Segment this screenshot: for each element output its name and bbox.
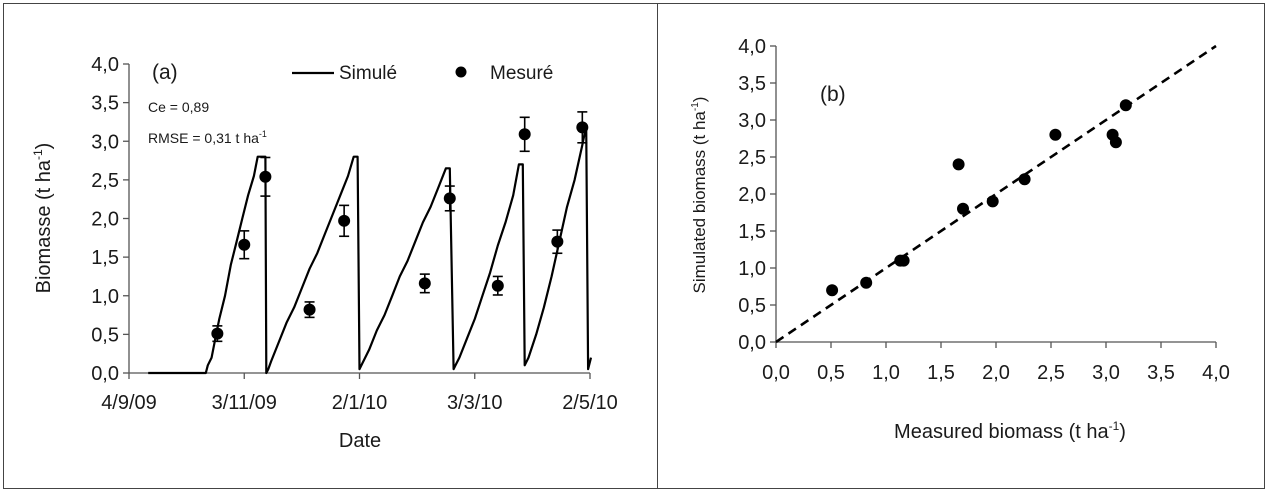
panel-b-x-tick-labels: 0,0 0,5 1,0 1,5 2,0 2,5 3,0 3,5 4,0 [762, 362, 1230, 384]
panel-b-x-axis-label-close: ) [1119, 421, 1126, 443]
panel-a-x-tick-label: 3/11/09 [212, 392, 277, 414]
scatter-point [1119, 99, 1132, 112]
panel-b-x-tick-label: 1,0 [872, 362, 900, 384]
panel-a-y-axis-label-text: Biomasse (t ha [33, 159, 55, 293]
scatter-point [897, 254, 910, 267]
panel-b-x-tick-label: 1,5 [927, 362, 955, 384]
legend-measured-marker [455, 66, 467, 78]
measured-point [259, 170, 272, 183]
panel-b-x-tick-label: 3,5 [1147, 362, 1175, 384]
panel-b-y-tick-label: 1,0 [738, 258, 766, 280]
ce-stat: Ce = 0,89 [148, 99, 209, 115]
panel-a-x-tick-label: 3/3/10 [447, 392, 503, 414]
measured-point [238, 238, 251, 251]
panel-a-y-tick-label: 3,0 [91, 131, 119, 153]
panel-b-x-tick-label: 0,5 [817, 362, 845, 384]
panel-b-x-axis-label-text: Measured biomass (t ha [894, 421, 1109, 443]
panel-a-y-axis-label-close: ) [33, 143, 55, 150]
panel-b-x-tick-label: 2,0 [982, 362, 1010, 384]
panel-a-label: (a) [152, 61, 178, 84]
scatter-point [1018, 173, 1031, 186]
rmse-stat: RMSE = 0,31 t ha-1 [148, 129, 267, 146]
measured-point [303, 303, 316, 316]
panel-b-y-tick-label: 3,5 [738, 73, 766, 95]
rmse-stat-sup: -1 [259, 129, 267, 139]
panel-a-y-tick-label: 2,0 [91, 209, 119, 231]
simulated-biomass-line [148, 124, 593, 375]
legend-simulated-label: Simulé [339, 63, 397, 84]
scatter-point [860, 276, 873, 289]
panel-b-y-tick-labels: 0,0 0,5 1,0 1,5 2,0 2,5 3,0 3,5 4,0 [738, 36, 766, 354]
panel-a-x-axis-label: Date [339, 430, 381, 452]
measured-point [576, 121, 589, 134]
scatter-point [1109, 136, 1122, 149]
panel-a-y-tick-label: 1,5 [91, 247, 119, 269]
panel-b-y-axis-label-sup: -1 [690, 102, 701, 111]
panel-b-x-axis-label-sup: -1 [1109, 419, 1120, 433]
panel-b-y-tick-label: 0,0 [738, 332, 766, 354]
measured-points [211, 111, 589, 343]
panel-a-y-tick-label: 1,0 [91, 286, 119, 308]
scatter-point [957, 202, 969, 215]
panel-a-x-tick-label: 4/9/09 [101, 392, 157, 414]
panel-b-x-axis-label: Measured biomass (t ha-1) [894, 419, 1126, 443]
panel-a-x-tick-label: 2/1/10 [332, 392, 388, 414]
panel-a: 0,0 0,5 1,0 1,5 2,0 2,5 3,0 3,5 4,0 4/9/09 3/11/0… [31, 54, 618, 452]
panel-a-y-tick-label: 2,5 [91, 170, 119, 192]
panel-a-x-tick-label: 2/5/10 [562, 392, 618, 414]
panel-b-ticks [770, 45, 1217, 348]
panel-b-x-tick-label: 3,0 [1092, 362, 1120, 384]
legend-measured-label: Mesuré [490, 63, 553, 84]
panel-b-label: (b) [820, 83, 846, 106]
measured-point [491, 279, 504, 292]
panel-b: 0,0 0,5 1,0 1,5 2,0 2,5 3,0 3,5 4,0 0,0 0,5 1,0 1,5… [690, 36, 1230, 443]
panel-b-y-tick-label: 0,5 [738, 295, 766, 317]
scatter-point [952, 158, 965, 171]
panel-a-y-axis-label: Biomasse (t ha-1) [31, 143, 55, 294]
scatter-points [826, 99, 1132, 297]
measured-point [418, 277, 431, 290]
rmse-stat-text: RMSE = 0,31 t ha [148, 130, 259, 146]
measured-point [211, 327, 224, 340]
panel-a-y-axis-label-sup: -1 [31, 149, 45, 160]
panel-a-y-tick-label: 0,0 [91, 363, 119, 385]
one-to-one-reference-line [775, 44, 1217, 344]
scatter-point [1049, 128, 1062, 141]
panel-b-y-axis-label-close: ) [690, 97, 709, 103]
scatter-point [986, 195, 999, 208]
panel-divider [657, 3, 658, 489]
panel-b-x-tick-label: 0,0 [762, 362, 790, 384]
panel-a-y-tick-label: 4,0 [91, 54, 119, 76]
panel-a-y-tick-labels: 0,0 0,5 1,0 1,5 2,0 2,5 3,0 3,5 4,0 [91, 54, 119, 385]
panel-a-y-tick-label: 0,5 [91, 324, 119, 346]
measured-point [518, 128, 531, 141]
panel-b-y-tick-label: 2,0 [738, 184, 766, 206]
panel-a-ticks [123, 63, 591, 379]
figure-frame [3, 3, 1265, 489]
panel-b-y-tick-label: 1,5 [738, 221, 766, 243]
panel-b-x-tick-label: 4,0 [1202, 362, 1230, 384]
panel-a-y-tick-label: 3,5 [91, 93, 119, 115]
measured-point [551, 235, 564, 248]
panel-a-x-tick-labels: 4/9/09 3/11/09 2/1/10 3/3/10 2/5/10 [101, 392, 618, 414]
panel-b-x-tick-label: 2,5 [1037, 362, 1065, 384]
panel-b-y-axis-label-text: Simulated biomass (t ha [690, 111, 709, 294]
panel-b-y-tick-label: 3,0 [738, 110, 766, 132]
panel-b-y-tick-label: 4,0 [738, 36, 766, 58]
measured-point [338, 214, 351, 227]
panel-b-y-axis-label: Simulated biomass (t ha-1) [690, 97, 709, 294]
measured-point [443, 192, 456, 205]
scatter-point [826, 284, 839, 297]
panel-b-y-tick-label: 2,5 [738, 147, 766, 169]
